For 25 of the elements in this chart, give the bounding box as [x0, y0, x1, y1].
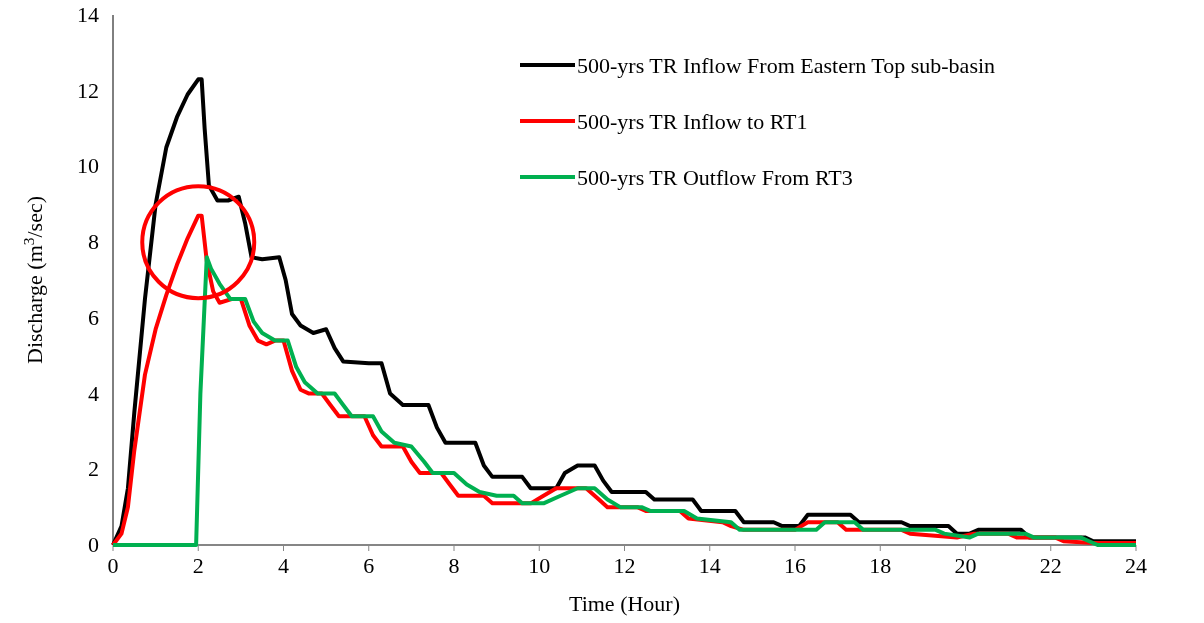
- x-tick-label: 22: [1039, 553, 1062, 578]
- x-tick-label: 14: [698, 553, 721, 578]
- x-tick-label: 2: [192, 553, 204, 578]
- y-tick-label: 0: [88, 532, 99, 557]
- x-tick-label: 6: [363, 553, 375, 578]
- x-tick-label: 10: [528, 553, 551, 578]
- legend-label: 500-yrs TR Inflow to RT1: [577, 109, 808, 134]
- x-tick-label: 12: [613, 553, 636, 578]
- y-tick-label: 8: [88, 229, 99, 255]
- x-axis-title: Time (Hour): [568, 591, 681, 616]
- x-tick-label: 16: [784, 553, 806, 578]
- x-tick-label: 24: [1125, 553, 1147, 578]
- y-tick-label: 2: [88, 456, 99, 482]
- legend-label: 500-yrs TR Inflow From Eastern Top sub-basin: [577, 53, 996, 78]
- x-tick-label: 4: [278, 553, 289, 578]
- y-tick-label: 12: [77, 77, 99, 103]
- y-tick-label: 4: [88, 380, 99, 406]
- y-tick-label: 6: [88, 304, 99, 330]
- x-tick-label: 20: [954, 553, 977, 578]
- legend-label: 500-yrs TR Outflow From RT3: [577, 165, 853, 190]
- y-tick-label: 10: [77, 153, 99, 179]
- x-tick-label: 8: [448, 553, 460, 578]
- x-tick-label: 18: [869, 553, 892, 578]
- y-tick-label: 14: [77, 2, 99, 27]
- x-tick-label: 0: [107, 553, 119, 578]
